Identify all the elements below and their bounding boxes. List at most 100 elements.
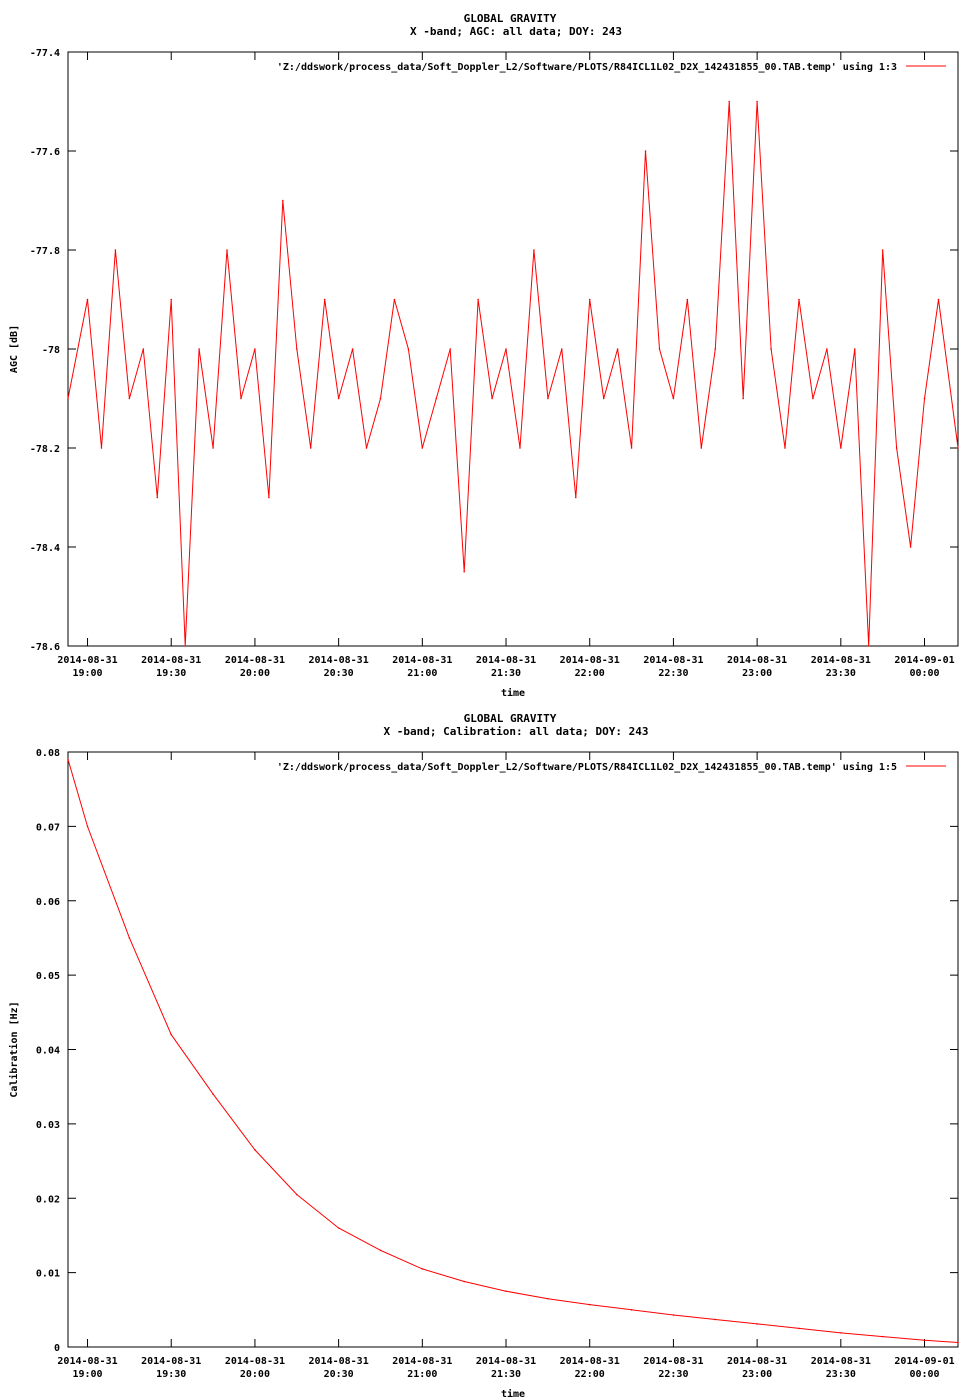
data-point: [588, 298, 591, 301]
legend-label: 'Z:/ddswork/process_data/Soft_Doppler_L2…: [277, 61, 897, 73]
data-point: [588, 1303, 591, 1306]
x-tick-label-time: 19:30: [156, 668, 186, 679]
x-tick-label-date: 2014-08-31: [392, 1356, 452, 1367]
data-point: [505, 348, 507, 350]
data-point: [714, 348, 717, 350]
x-tick-label-time: 22:30: [658, 668, 688, 679]
plot-frame: [67, 751, 959, 1348]
data-point: [547, 397, 549, 400]
data-point: [198, 348, 200, 350]
data-point: [365, 447, 368, 449]
legend-label: 'Z:/ddswork/process_data/Soft_Doppler_L2…: [277, 761, 897, 773]
x-tick-label-date: 2014-08-31: [141, 655, 201, 666]
data-point: [491, 397, 493, 400]
y-tick-label: 0.01: [36, 1269, 60, 1280]
data-point: [909, 546, 912, 548]
data-point: [923, 1339, 926, 1342]
data-point: [114, 249, 117, 251]
data-point: [547, 1297, 549, 1300]
data-point: [853, 348, 856, 350]
y-tick-label: -77.8: [30, 246, 60, 257]
x-tick-label-date: 2014-09-01: [894, 655, 954, 666]
x-tick-label-time: 20:30: [324, 668, 354, 679]
data-point: [463, 570, 465, 573]
data-point: [840, 447, 842, 449]
x-tick-label-time: 19:00: [72, 668, 102, 679]
y-tick-label: 0.05: [36, 971, 60, 982]
y-axis-label: Calibration [Hz]: [8, 1001, 20, 1097]
data-point: [170, 298, 173, 301]
y-tick-label: -78.2: [30, 444, 60, 455]
data-point: [323, 298, 326, 301]
x-tick-label-time: 20:30: [324, 1369, 354, 1380]
y-tick-label: -78.6: [30, 642, 60, 653]
data-point: [351, 348, 354, 350]
data-point: [812, 397, 814, 400]
x-tick-label-date: 2014-08-31: [643, 1356, 703, 1367]
x-tick-label-date: 2014-08-31: [225, 1356, 285, 1367]
data-point: [435, 397, 438, 400]
x-tick-label-time: 23:30: [826, 1369, 856, 1380]
data-point: [407, 348, 410, 350]
data-point: [128, 937, 131, 939]
data-point: [686, 298, 689, 301]
chart-subtitle: X -band; AGC: all data; DOY: 243: [410, 25, 622, 38]
data-point: [700, 447, 703, 449]
data-point: [309, 447, 312, 449]
data-point: [295, 348, 298, 350]
data-point: [463, 1280, 465, 1283]
x-tick-label-time: 21:30: [491, 668, 521, 679]
y-tick-label: -77.4: [30, 48, 60, 59]
x-tick-label-date: 2014-08-31: [811, 1356, 871, 1367]
data-point: [142, 348, 145, 350]
data-point: [254, 348, 256, 350]
data-point: [100, 447, 103, 449]
x-tick-label-time: 22:00: [575, 668, 605, 679]
x-tick-label-time: 19:00: [72, 1369, 102, 1380]
x-tick-label-time: 21:30: [491, 1369, 521, 1380]
x-tick-label-time: 20:00: [240, 668, 270, 679]
data-point: [881, 249, 884, 251]
data-point: [67, 397, 69, 400]
data-point: [756, 100, 758, 103]
x-tick-label-time: 22:30: [658, 1369, 688, 1380]
data-point: [240, 397, 242, 400]
data-point: [630, 447, 633, 449]
x-axis-label: time: [501, 1388, 525, 1400]
data-point: [798, 1327, 800, 1330]
data-point: [67, 758, 69, 761]
data-point: [295, 1193, 298, 1196]
x-tick-label-date: 2014-09-01: [894, 1356, 954, 1367]
data-point: [184, 645, 186, 647]
data-point: [672, 1314, 675, 1316]
x-tick-label-time: 00:00: [909, 1369, 939, 1380]
data-point: [449, 348, 452, 350]
series-line-calibration: [67, 759, 959, 1343]
data-point: [756, 1323, 758, 1325]
x-tick-label-time: 22:00: [575, 1369, 605, 1380]
x-tick-label-date: 2014-08-31: [309, 1356, 369, 1367]
data-point: [937, 298, 940, 301]
data-point: [574, 496, 577, 499]
y-tick-label: -77.6: [30, 147, 60, 158]
data-point: [212, 447, 214, 449]
data-point: [86, 825, 89, 828]
x-tick-label-time: 19:30: [156, 1369, 186, 1380]
data-point: [602, 397, 605, 400]
chart-subtitle: X -band; Calibration: all data; DOY: 243: [384, 725, 649, 738]
x-tick-label-date: 2014-08-31: [560, 1356, 620, 1367]
data-point: [337, 1227, 340, 1229]
data-point: [957, 1341, 959, 1344]
plot-frame: [67, 51, 959, 647]
data-point: [644, 150, 647, 152]
y-tick-label: 0.02: [36, 1194, 60, 1205]
data-point: [630, 1309, 633, 1311]
x-tick-label-date: 2014-08-31: [141, 1356, 201, 1367]
x-tick-label-date: 2014-08-31: [57, 1356, 117, 1367]
x-tick-label-time: 23:30: [826, 668, 856, 679]
x-tick-label-time: 20:00: [240, 1369, 270, 1380]
y-axis-label: AGC [dB]: [9, 325, 20, 373]
y-tick-label: 0.07: [36, 822, 60, 833]
